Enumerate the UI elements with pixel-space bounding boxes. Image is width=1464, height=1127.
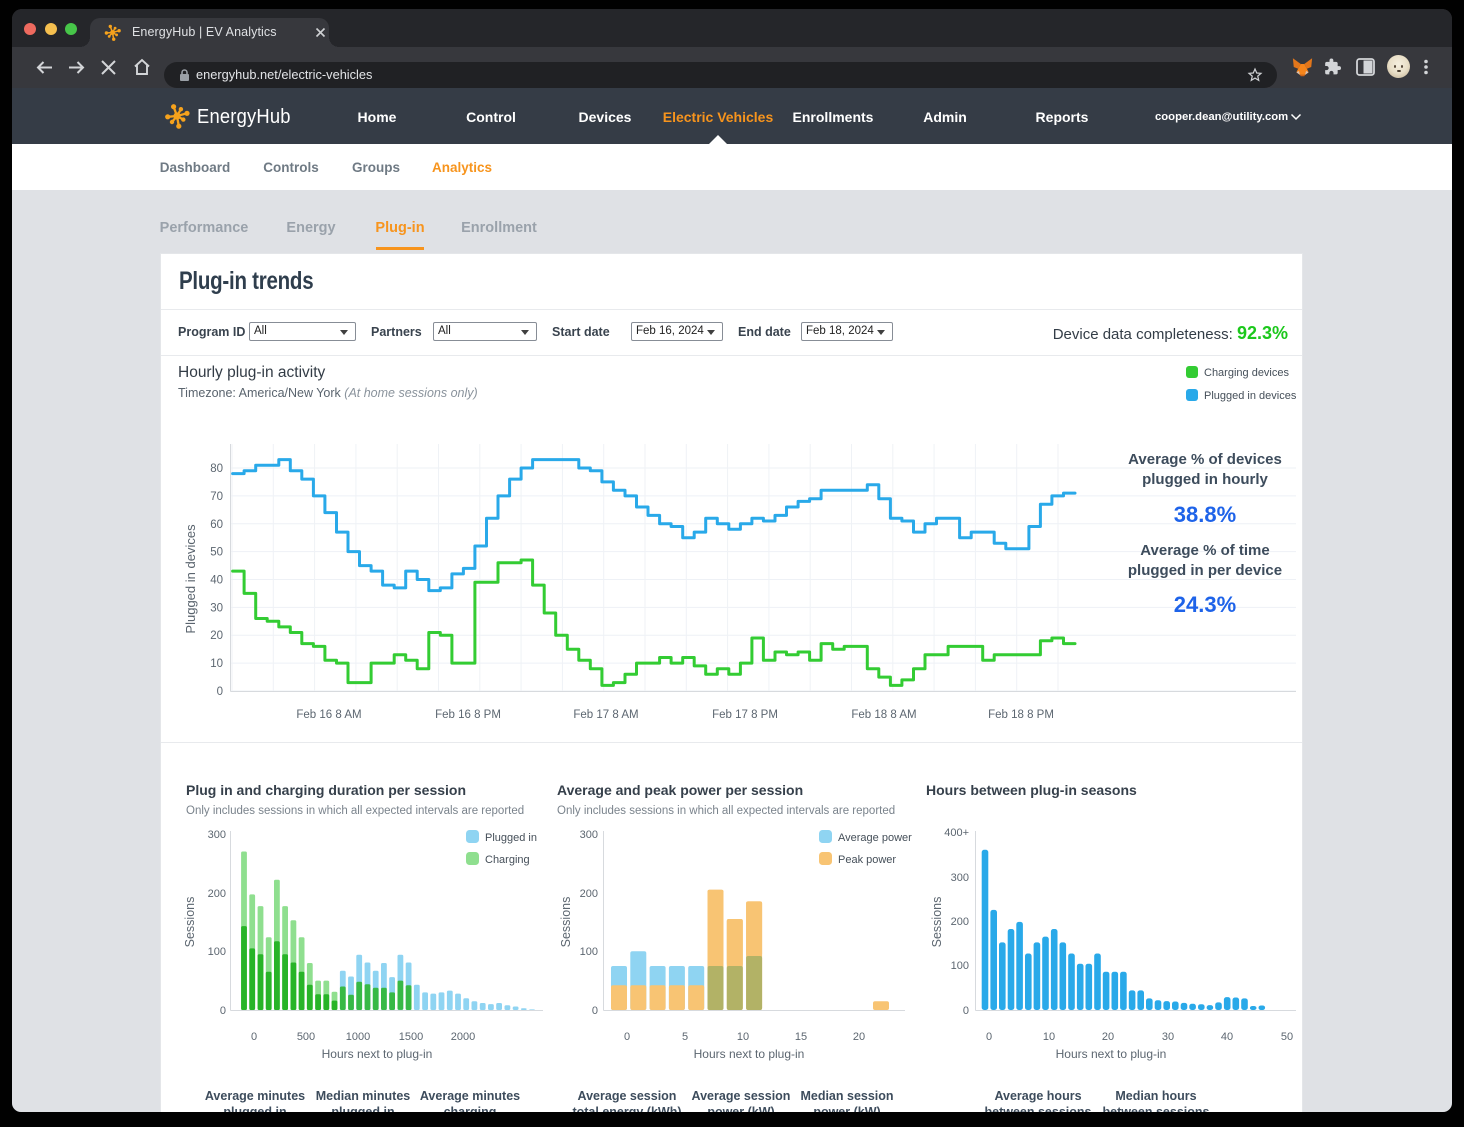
svg-text:0: 0 xyxy=(624,1031,630,1043)
svg-text:Average power: Average power xyxy=(838,832,912,844)
svg-text:500: 500 xyxy=(297,1031,315,1043)
svg-text:2000: 2000 xyxy=(451,1031,475,1043)
svg-text:Feb 16 8 AM: Feb 16 8 AM xyxy=(296,709,361,721)
svg-text:0: 0 xyxy=(592,1005,598,1017)
svg-text:200: 200 xyxy=(208,888,226,900)
svg-text:100: 100 xyxy=(208,946,226,958)
svg-text:10: 10 xyxy=(210,658,223,670)
svg-text:200: 200 xyxy=(951,916,969,928)
svg-text:20: 20 xyxy=(853,1031,865,1043)
svg-text:Peak power: Peak power xyxy=(838,854,896,866)
svg-text:50: 50 xyxy=(210,547,223,559)
svg-text:300: 300 xyxy=(951,872,969,884)
svg-text:Feb 18 8 PM: Feb 18 8 PM xyxy=(988,709,1054,721)
svg-text:Hours next to plug-in: Hours next to plug-in xyxy=(322,1047,433,1061)
svg-text:20: 20 xyxy=(210,630,223,642)
svg-text:0: 0 xyxy=(220,1005,226,1017)
svg-text:1500: 1500 xyxy=(399,1031,423,1043)
svg-text:40: 40 xyxy=(210,575,223,587)
svg-text:10: 10 xyxy=(737,1031,749,1043)
svg-text:0: 0 xyxy=(217,686,223,698)
svg-text:100: 100 xyxy=(951,960,969,972)
svg-text:Hours next to plug-in: Hours next to plug-in xyxy=(694,1047,805,1061)
svg-text:Feb 17 8 AM: Feb 17 8 AM xyxy=(573,709,638,721)
svg-text:Sessions: Sessions xyxy=(183,897,197,948)
svg-text:0: 0 xyxy=(963,1005,969,1017)
svg-text:50: 50 xyxy=(1281,1031,1293,1043)
svg-text:100: 100 xyxy=(580,946,598,958)
svg-text:Sessions: Sessions xyxy=(559,897,573,948)
svg-text:0: 0 xyxy=(986,1031,992,1043)
svg-text:5: 5 xyxy=(682,1031,688,1043)
svg-text:Feb 18 8 AM: Feb 18 8 AM xyxy=(851,709,916,721)
svg-text:Feb 16 8 PM: Feb 16 8 PM xyxy=(435,709,501,721)
svg-text:Hours next to plug-in: Hours next to plug-in xyxy=(1056,1047,1167,1061)
svg-text:30: 30 xyxy=(210,602,223,614)
svg-text:60: 60 xyxy=(210,519,223,531)
svg-text:70: 70 xyxy=(210,491,223,503)
svg-text:40: 40 xyxy=(1221,1031,1233,1043)
svg-text:30: 30 xyxy=(1162,1031,1174,1043)
svg-text:Feb 17 8 PM: Feb 17 8 PM xyxy=(712,709,778,721)
svg-text:10: 10 xyxy=(1043,1031,1055,1043)
svg-text:300: 300 xyxy=(580,829,598,841)
svg-text:Charging: Charging xyxy=(485,854,530,866)
svg-text:200: 200 xyxy=(580,888,598,900)
svg-text:Sessions: Sessions xyxy=(930,897,944,948)
svg-text:Plugged in devices: Plugged in devices xyxy=(183,524,198,634)
svg-text:1000: 1000 xyxy=(346,1031,370,1043)
svg-text:300: 300 xyxy=(208,829,226,841)
svg-text:15: 15 xyxy=(795,1031,807,1043)
svg-text:400+: 400+ xyxy=(944,827,969,839)
svg-text:80: 80 xyxy=(210,463,223,475)
svg-text:0: 0 xyxy=(251,1031,257,1043)
svg-text:Plugged in: Plugged in xyxy=(485,832,537,844)
svg-text:20: 20 xyxy=(1102,1031,1114,1043)
